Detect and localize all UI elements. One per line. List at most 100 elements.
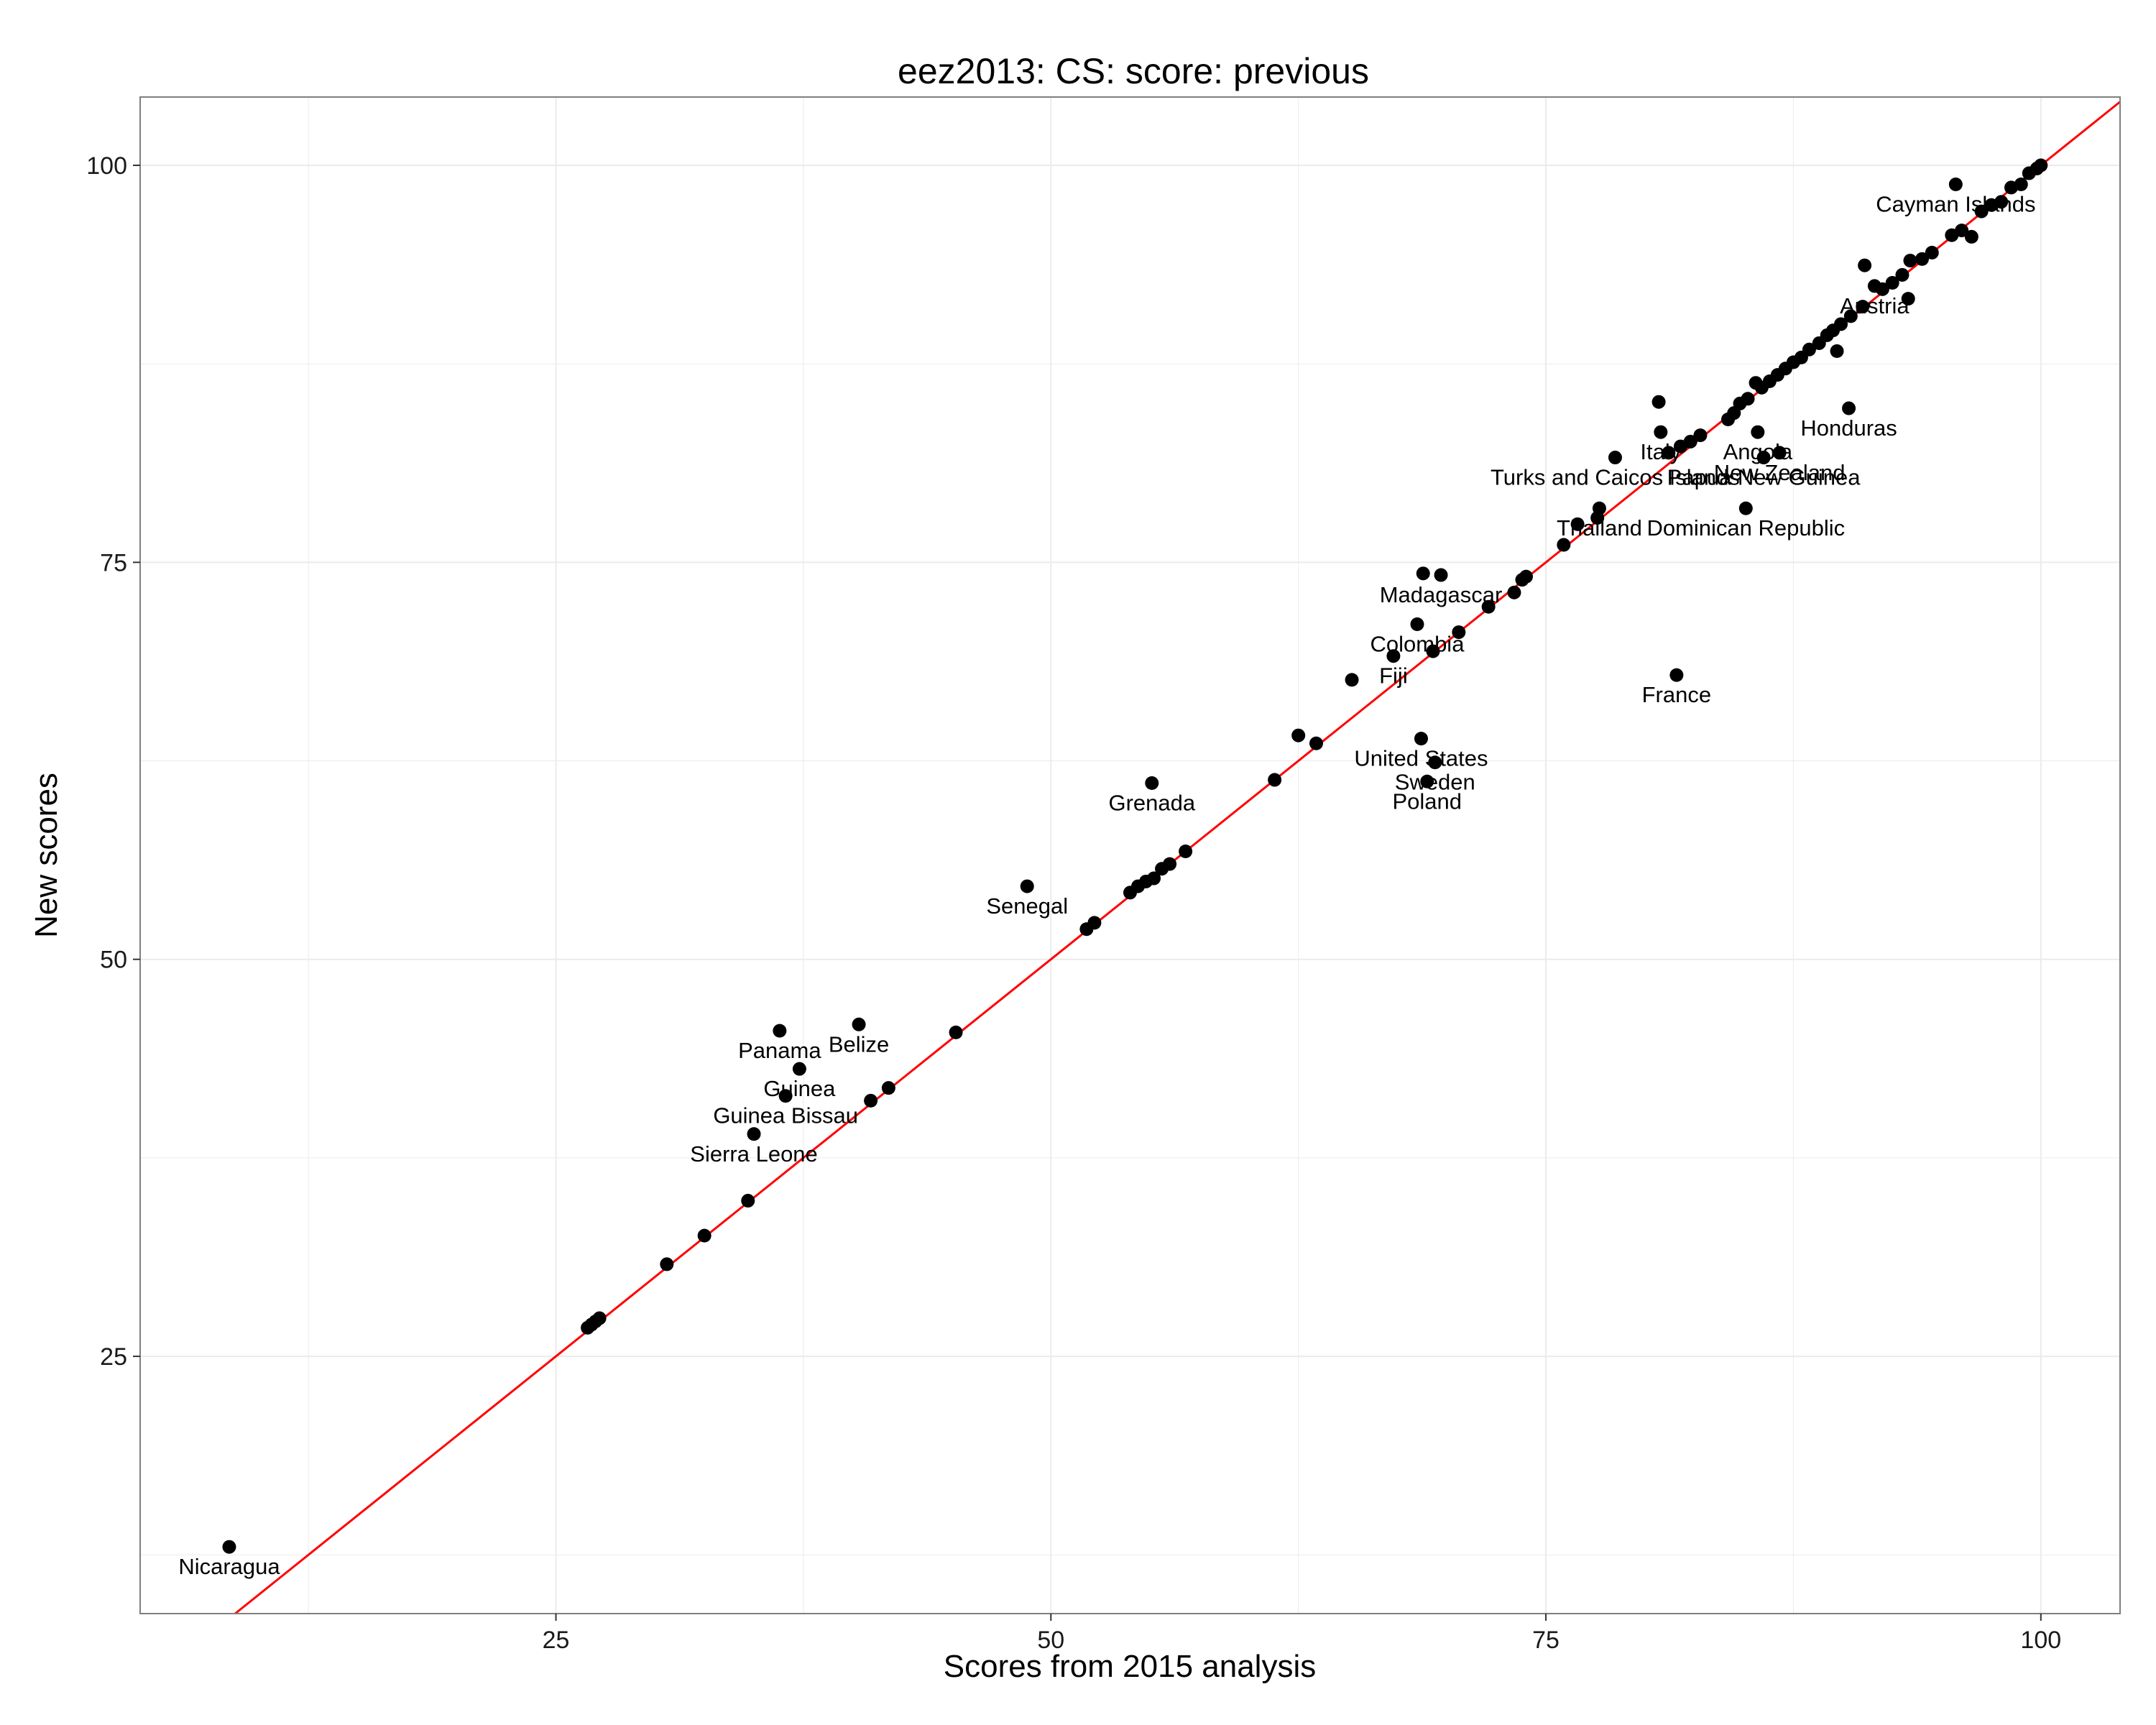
data-point	[1802, 342, 1816, 356]
y-tick-label: 75	[100, 549, 127, 576]
data-point	[2034, 158, 2048, 172]
point-label: Belize	[829, 1031, 889, 1057]
data-point	[1557, 538, 1571, 552]
x-tick-label: 50	[1037, 1627, 1064, 1654]
point-label: Senegal	[986, 893, 1068, 919]
data-point	[1416, 566, 1430, 581]
labeled-data-point	[1751, 425, 1765, 439]
data-point	[1964, 229, 1978, 244]
data-point	[1974, 204, 1989, 218]
point-label: Grenada	[1108, 790, 1195, 815]
data-point	[1179, 844, 1193, 858]
x-tick-label: 100	[2020, 1627, 2061, 1654]
data-point	[864, 1093, 878, 1108]
data-point	[1268, 773, 1282, 787]
data-point	[1481, 599, 1496, 614]
labeled-data-point	[1434, 568, 1448, 582]
data-point	[949, 1025, 963, 1039]
data-point	[1885, 276, 1899, 290]
labeled-data-point	[1867, 279, 1881, 293]
data-point	[1856, 300, 1870, 314]
labeled-data-point	[1020, 879, 1034, 893]
point-label: Dominican Republic	[1646, 515, 1845, 540]
labeled-data-point	[1592, 501, 1606, 515]
data-point	[1662, 446, 1676, 460]
data-point	[1683, 434, 1697, 448]
point-label: Honduras	[1800, 415, 1897, 441]
labeled-data-point	[1420, 774, 1434, 788]
data-point	[1915, 252, 1929, 266]
labeled-data-point	[1410, 617, 1424, 632]
labeled-data-point	[1756, 451, 1771, 465]
data-point	[1955, 224, 1969, 238]
data-point	[660, 1257, 674, 1271]
panel-border	[139, 96, 2121, 1614]
labeled-data-point	[222, 1540, 236, 1554]
point-label: Nicaragua	[178, 1554, 280, 1579]
labeled-data-point	[1145, 776, 1159, 790]
data-point	[1651, 395, 1666, 409]
x-axis-ticks: 25 50 75 100	[543, 1614, 2061, 1654]
data-point	[1830, 344, 1844, 359]
data-point	[592, 1311, 607, 1325]
x-tick-label: 25	[543, 1627, 570, 1654]
data-point	[2014, 178, 2028, 192]
data-point	[1426, 644, 1440, 658]
point-label: Guinea Bissau	[713, 1103, 858, 1128]
point-label: France	[1642, 682, 1711, 707]
point-label: Guinea	[763, 1076, 836, 1101]
point-label: Papua New Guinea	[1667, 465, 1861, 490]
labeled-data-point	[1414, 732, 1428, 746]
data-point	[1163, 857, 1177, 871]
labeled-data-point	[792, 1062, 806, 1076]
point-label: Poland	[1392, 788, 1462, 814]
data-point	[1901, 292, 1915, 306]
point-label: Thailand	[1557, 515, 1642, 540]
labeled-data-point	[1654, 425, 1668, 439]
labeled-data-point	[1608, 451, 1622, 465]
point-label: Italy	[1640, 439, 1681, 464]
labeled-data-point	[1428, 755, 1442, 770]
data-point	[1895, 267, 1909, 282]
point-label: Turks and Caicos Islands	[1491, 465, 1740, 490]
data-point	[1994, 195, 2009, 209]
labeled-data-point	[1842, 401, 1856, 415]
data-point	[1843, 309, 1858, 323]
labeled-data-point	[1772, 446, 1787, 460]
data-point	[1507, 585, 1521, 599]
y-tick-label: 50	[100, 947, 127, 974]
point-label: Sweden	[1395, 770, 1475, 795]
data-point	[1345, 673, 1359, 687]
data-point	[1570, 517, 1585, 531]
point-label: New Zealand	[1714, 460, 1846, 485]
point-label: Cayman Islands	[1876, 192, 2035, 217]
data-point	[1903, 254, 1917, 268]
panel-background	[140, 97, 2120, 1614]
point-label: Panama	[738, 1038, 821, 1063]
labeled-data-point	[778, 1089, 793, 1103]
labeled-data-point	[1669, 668, 1684, 682]
point-label: Sierra Leone	[690, 1141, 818, 1167]
data-points	[222, 158, 2048, 1554]
labeled-data-point	[852, 1017, 866, 1031]
data-point	[1087, 916, 1102, 930]
data-point	[697, 1228, 711, 1243]
data-point	[1519, 569, 1533, 584]
y-tick-label: 25	[100, 1343, 127, 1371]
y-tick-label: 100	[86, 152, 127, 180]
point-label: Austria	[1840, 293, 1909, 318]
point-label: United States	[1354, 746, 1488, 771]
chart-title: eez2013: CS: score: previous	[898, 51, 1369, 91]
data-point	[1693, 428, 1708, 443]
data-point	[1858, 258, 1872, 272]
point-label: Madagascar	[1380, 582, 1503, 607]
labeled-data-point	[747, 1127, 761, 1141]
data-point	[1452, 625, 1466, 640]
data-point	[1834, 317, 1848, 331]
data-point	[1291, 728, 1306, 742]
data-point	[1925, 246, 1939, 260]
data-point	[881, 1081, 895, 1095]
point-label: Angola	[1723, 439, 1793, 464]
